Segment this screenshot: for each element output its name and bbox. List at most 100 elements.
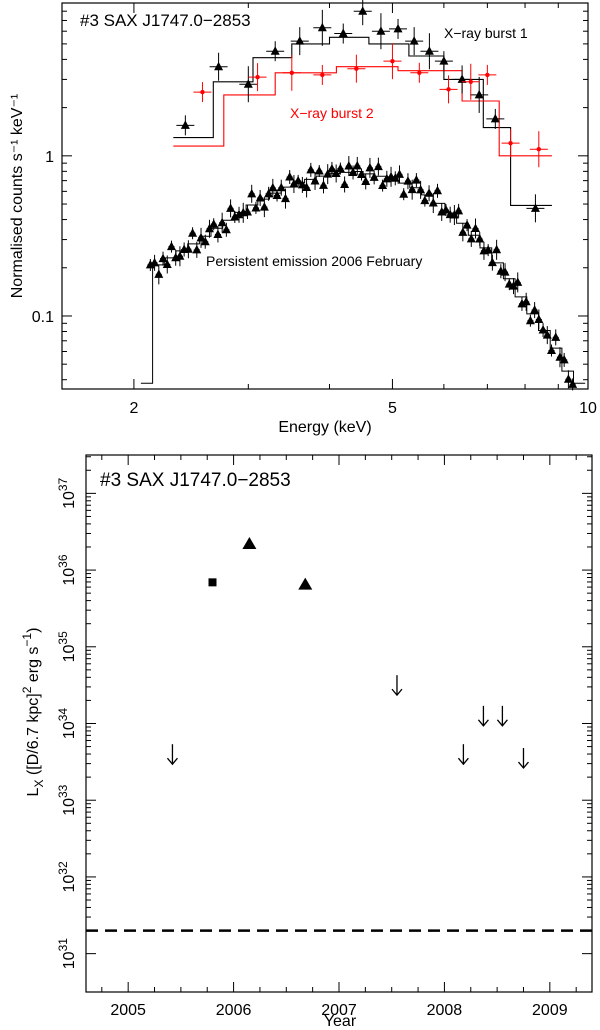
persistent-point: [268, 182, 278, 192]
burst1-point: [295, 36, 305, 45]
spectrum-models: [140, 36, 586, 384]
persistent-point: [551, 332, 561, 341]
persistent-point: [344, 161, 354, 170]
burst1-point: [270, 46, 280, 55]
persistent-point: [213, 229, 223, 238]
persistent-point: [318, 180, 328, 189]
spectrum-frame: [61, 2, 589, 390]
persistent-point: [306, 164, 316, 174]
spectrum-points: [145, 0, 578, 391]
persistent-point: [454, 205, 464, 215]
persistent-point: [272, 190, 282, 200]
persistent-point: [323, 169, 333, 178]
persistent-point: [475, 233, 485, 243]
persistent-point: [466, 233, 476, 243]
persistent-point: [158, 253, 168, 263]
persistent-point: [471, 223, 481, 233]
lightcurve-title: #3 SAX J1747.0−2853: [100, 470, 291, 491]
persistent-point: [150, 257, 160, 267]
lightcurve-xtick-label: 2007: [321, 1002, 357, 1019]
persistent-point: [534, 314, 544, 323]
burst2-point: [354, 66, 359, 71]
burst2-point: [446, 87, 451, 92]
persistent-point: [242, 206, 252, 216]
persistent-point: [335, 163, 345, 173]
upper-limit-arrow: [166, 744, 178, 766]
persistent-point: [352, 160, 362, 170]
lightcurve-xlabel: Year: [324, 1013, 357, 1030]
lightcurve-ylabel: LX ([D/6.7 kpc]2 erg s−1): [20, 628, 46, 797]
persistent-point: [462, 220, 472, 229]
burst1-point: [409, 36, 419, 45]
persistent-point: [285, 172, 295, 181]
persistent-point: [513, 277, 523, 286]
persistent-point: [217, 217, 227, 227]
persistent-point: [166, 241, 176, 251]
spectrum-ytick-label: 1: [45, 149, 54, 166]
persistent-point: [192, 244, 202, 254]
annotation-burst-1: X−ray burst 1: [444, 25, 528, 41]
burst2-point: [536, 146, 542, 152]
model-step-1: [173, 36, 552, 206]
lightcurve-points: [166, 536, 529, 770]
persistent-point: [373, 161, 383, 171]
burst1-point: [530, 203, 540, 212]
persistent-point: [509, 281, 519, 290]
burst2-point: [485, 72, 490, 78]
burst1-point: [243, 79, 253, 88]
persistent-point: [188, 228, 198, 237]
upper-limit-head: [457, 757, 469, 766]
burst1-point: [214, 61, 224, 71]
persistent-point: [356, 169, 366, 178]
burst1-point: [474, 89, 484, 99]
persistent-point: [154, 269, 164, 278]
persistent-point: [259, 202, 269, 211]
persistent-point: [302, 182, 312, 191]
persistent-point: [432, 185, 442, 195]
lightcurve-ytick-label: 1032: [56, 861, 78, 892]
lightcurve-xtick-label: 2008: [427, 1002, 463, 1019]
persistent-point: [289, 179, 299, 188]
upper-limit-arrow: [496, 705, 508, 727]
persistent-point: [255, 192, 265, 202]
burst1-point: [180, 120, 190, 129]
persistent-point: [563, 374, 573, 383]
persistent-point: [411, 175, 421, 184]
persistent-point: [424, 188, 434, 197]
burst1-point: [439, 56, 449, 65]
persistent-point: [403, 176, 413, 185]
upper-limit-head: [496, 719, 508, 727]
persistent-point: [416, 184, 426, 194]
spectrum-ytick-label: 0.1: [32, 309, 54, 326]
lightcurve-tick-labels: 2005 2006 2007 2008 2009 1031 1032 1033 1034 1035…: [56, 477, 568, 1019]
persistent-point: [492, 244, 502, 254]
persistent-point: [280, 193, 290, 203]
persistent-point: [196, 232, 206, 242]
persistent-point: [209, 219, 219, 228]
spectrum-panel: 2 5 10 0.1 1 #3 SAX J1747.0−2853 X−ray burst…: [9, 0, 597, 436]
detection-square: [208, 578, 217, 587]
lightcurve-ytick-label: 1036: [56, 554, 78, 585]
persistent-point: [327, 163, 337, 173]
lightcurve-ytick-label: 1034: [56, 708, 78, 739]
burst1-point: [358, 6, 368, 15]
burst1-point: [424, 46, 434, 55]
burst2-point: [508, 140, 513, 146]
upper-limit-arrow: [391, 675, 403, 697]
persistent-point: [483, 245, 493, 254]
persistent-point: [428, 198, 438, 207]
persistent-point: [310, 175, 320, 185]
persistent-point: [264, 188, 274, 198]
persistent-point: [369, 172, 379, 181]
persistent-point: [555, 352, 565, 361]
burst2-point: [255, 74, 260, 80]
persistent-point: [175, 251, 185, 260]
upper-limit-head: [477, 719, 489, 727]
persistent-point: [547, 345, 557, 354]
persistent-point: [348, 167, 358, 176]
spectrum-xtick-label: 2: [129, 400, 138, 417]
lightcurve-xtick-label: 2005: [110, 1002, 146, 1019]
persistent-point: [331, 168, 341, 177]
spectrum-xlabel: Energy (keV): [278, 419, 371, 436]
